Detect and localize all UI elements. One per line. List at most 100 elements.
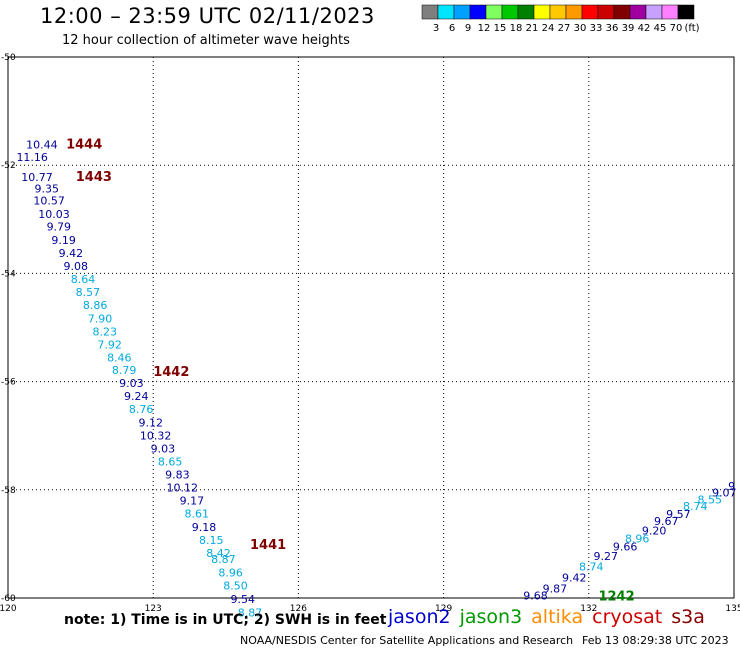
x-tick-label: 120	[0, 604, 17, 614]
scale-swatch	[629, 4, 647, 20]
swh-value: 8.61	[185, 508, 210, 521]
color-scale-legend: 3 6 9 12 15 18 21 24 27 30 33 36 39 42 45 70 (ft)	[421, 4, 700, 34]
wave-height-points: 10.4411.1610.779.3510.5710.039.799.199.4…	[16, 139, 736, 620]
swh-value: 10.32	[140, 430, 172, 443]
scale-label: 42	[638, 23, 651, 34]
scale-label: 70	[670, 23, 683, 34]
satellite-legend-item: jason2	[388, 606, 451, 628]
swh-value: 9.66	[613, 541, 638, 554]
scale-swatch	[597, 4, 615, 20]
footer-source: NOAA/NESDIS Center for Satellite Applica…	[240, 634, 574, 647]
x-tick-label: 123	[145, 604, 162, 614]
satellite-legend-item: cryosat	[592, 606, 663, 628]
scale-swatch	[677, 4, 695, 20]
scale-swatch	[565, 4, 583, 20]
swh-value: 9.03	[119, 377, 144, 390]
swh-value: 8.87	[211, 553, 236, 566]
satellite-legend-item: jason3	[459, 606, 523, 628]
swh-value: 8.79	[112, 364, 137, 377]
scale-label: 45	[654, 23, 667, 34]
track-label: 1442	[153, 365, 189, 380]
scale-swatch	[517, 4, 535, 20]
swh-value: 11.16	[16, 151, 48, 164]
swh-value: 8.65	[158, 456, 183, 469]
scale-label: 27	[558, 23, 571, 34]
swh-value: 8.86	[83, 299, 108, 312]
scale-swatch	[549, 4, 567, 20]
track-label: 1441	[250, 538, 286, 553]
scale-swatch	[485, 4, 503, 20]
footer-timestamp: Feb 13 08:29:38 UTC 2023	[582, 634, 729, 647]
swh-value: 8.64	[71, 273, 96, 286]
y-tick-label: -54	[1, 269, 16, 279]
scale-swatch	[661, 4, 679, 20]
swh-value: 8.74	[683, 500, 708, 513]
swh-value: 9.42	[59, 247, 84, 260]
chart-title: 12:00 – 23:59 UTC 02/11/2023	[40, 4, 375, 28]
swh-value: 8.74	[579, 561, 604, 574]
swh-value: 9.07	[712, 487, 737, 500]
swh-value: 8.23	[93, 325, 118, 338]
swh-value: 9.20	[642, 524, 667, 537]
swh-value: 9.35	[34, 182, 59, 195]
swh-value: 10.57	[33, 194, 65, 207]
scale-label: 6	[449, 23, 455, 34]
track-labels: 1444 1443 1442 1441 1242	[66, 138, 635, 605]
scale-swatch	[645, 4, 663, 20]
x-tick-label: 135	[725, 604, 740, 614]
swh-value: 10.12	[166, 482, 198, 495]
scale-label: 18	[510, 23, 523, 34]
swh-value: 9.18	[192, 521, 217, 534]
swh-value: 8.57	[76, 286, 101, 299]
chart-subtitle: 12 hour collection of altimeter wave hei…	[62, 33, 350, 48]
x-tick-label: 132	[580, 604, 597, 614]
swh-value: 10.77	[21, 171, 53, 184]
scale-label: 36	[606, 23, 619, 34]
swh-value: 9.67	[654, 515, 679, 528]
swh-value: 9.12	[139, 417, 164, 430]
satellite-legend: jason2 jason3 altika cryosat s3a	[388, 606, 714, 628]
swh-value: 8.15	[199, 534, 224, 547]
swh-value: 9.87	[543, 582, 568, 595]
y-tick-label: -60	[1, 594, 16, 604]
swh-value: 9	[728, 480, 735, 493]
chart-axes: 120 123 126 129 132 135 -50 -52 -54 -56 -58 -60	[0, 53, 740, 614]
swh-value: 9.54	[230, 593, 255, 606]
track-label: 1242	[598, 589, 634, 604]
track-label: 1444	[66, 138, 102, 153]
scale-label: 30	[574, 23, 587, 34]
scale-swatch	[421, 4, 439, 20]
x-tick-label: 129	[435, 604, 452, 614]
note-text: note: 1) Time is in UTC; 2) SWH is in fe…	[64, 612, 387, 628]
y-tick-label: -52	[1, 161, 16, 171]
swh-value: 10.03	[38, 208, 70, 221]
scale-label: 9	[465, 23, 471, 34]
swh-value: 8.55	[698, 494, 723, 507]
scale-label: 15	[494, 23, 507, 34]
swh-value: 8.42	[206, 547, 231, 560]
satellite-legend-item: s3a	[671, 606, 705, 628]
swh-value: 9.57	[666, 508, 691, 521]
swh-value: 9.19	[51, 234, 76, 247]
y-tick-label: -50	[1, 53, 16, 63]
swh-value: 9.68	[523, 589, 548, 602]
swh-value: 9.42	[562, 571, 587, 584]
swh-value: 9.27	[593, 550, 618, 563]
swh-value: 8.46	[107, 351, 132, 364]
swh-value: 10.44	[26, 139, 58, 152]
scale-swatch	[581, 4, 599, 20]
chart-grid	[8, 57, 734, 598]
scale-label: 24	[542, 23, 555, 34]
swh-value: 9.83	[165, 469, 190, 482]
scale-label: 39	[622, 23, 635, 34]
swh-value: 9.24	[124, 390, 149, 403]
swh-value: 7.92	[97, 338, 122, 351]
scale-label: 21	[526, 23, 539, 34]
scale-label: 3	[433, 23, 439, 34]
scale-swatch	[501, 4, 519, 20]
swh-value: 8.96	[625, 532, 650, 545]
y-tick-label: -58	[1, 486, 16, 496]
scale-swatch	[469, 4, 487, 20]
plot-frame	[7, 56, 735, 599]
swh-value: 8.50	[223, 580, 248, 593]
